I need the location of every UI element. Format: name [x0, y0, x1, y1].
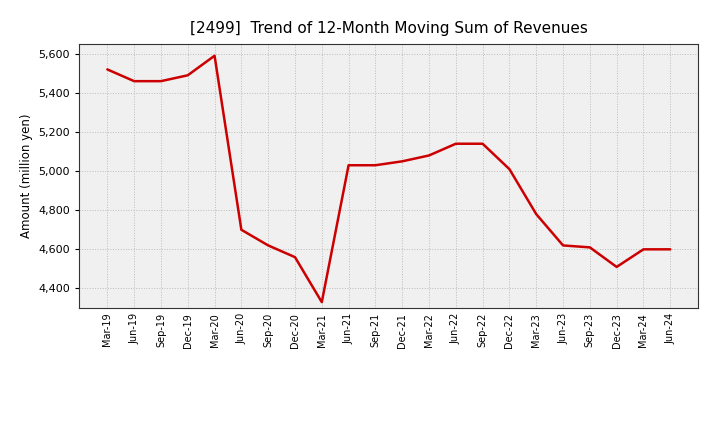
Y-axis label: Amount (million yen): Amount (million yen) — [20, 114, 33, 238]
Title: [2499]  Trend of 12-Month Moving Sum of Revenues: [2499] Trend of 12-Month Moving Sum of R… — [190, 21, 588, 36]
